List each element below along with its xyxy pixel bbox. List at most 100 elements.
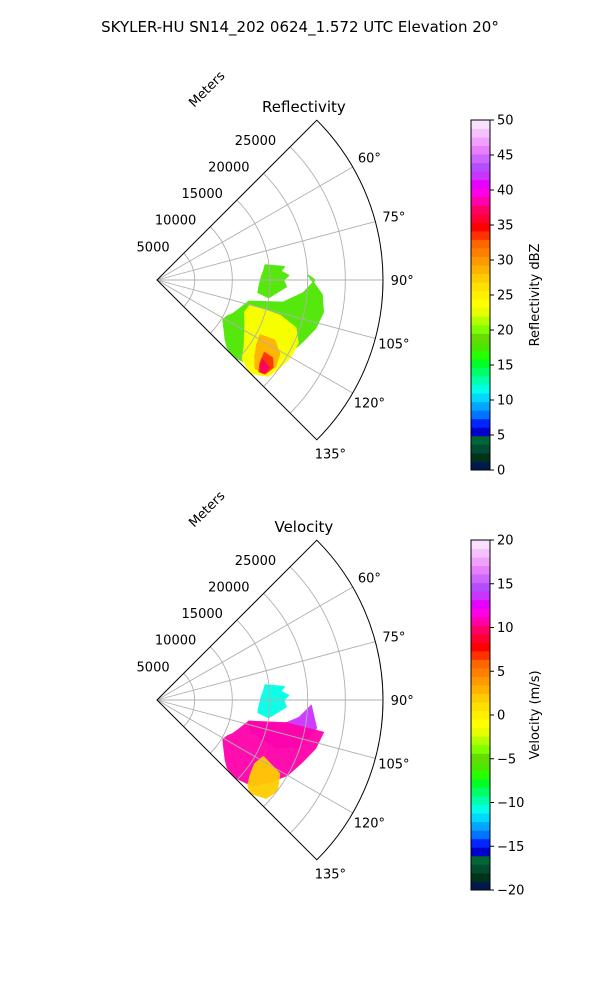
colorbar-swatch bbox=[471, 625, 490, 635]
azimuth-tick-label: 75° bbox=[382, 211, 405, 226]
colorbar-swatch bbox=[471, 710, 490, 720]
azimuth-gridline bbox=[156, 166, 353, 281]
colorbar-tick-label: 25 bbox=[497, 289, 514, 304]
colorbar-swatch bbox=[471, 341, 490, 351]
colorbar-swatch bbox=[471, 128, 490, 138]
colorbar-tick-label: −5 bbox=[497, 752, 516, 767]
colorbar-swatch bbox=[471, 668, 490, 677]
echo-layer bbox=[222, 684, 324, 799]
colorbar-tick-label: 15 bbox=[497, 359, 514, 374]
colorbar-swatch bbox=[471, 650, 490, 660]
colorbar-swatch bbox=[471, 299, 490, 309]
colorbar-swatch bbox=[471, 452, 490, 462]
colorbar-swatch bbox=[471, 753, 490, 763]
colorbar-swatch bbox=[471, 744, 490, 754]
colorbar-tick-label: 20 bbox=[497, 534, 514, 549]
colorbar-swatch bbox=[471, 145, 490, 155]
colorbar-label: Reflectivity dBZ bbox=[528, 244, 543, 347]
colorbar: −20 −15 −10 −5 0 5 10 15 20 Velocity (m/s) bbox=[470, 534, 543, 899]
colorbar-swatch bbox=[471, 685, 490, 695]
sector-outline bbox=[156, 119, 384, 441]
colorbar-swatch bbox=[471, 599, 490, 609]
colorbar-swatch bbox=[471, 821, 490, 831]
colorbar-swatch bbox=[471, 179, 490, 189]
colorbar-swatch bbox=[471, 582, 490, 592]
colorbar-swatch bbox=[471, 162, 490, 172]
azimuth-gridline bbox=[156, 221, 376, 281]
colorbar-swatch bbox=[471, 435, 490, 445]
colorbar-tick-label: 5 bbox=[497, 429, 505, 444]
colorbar-tick-label: 15 bbox=[497, 577, 514, 592]
colorbar-swatch bbox=[471, 616, 490, 626]
colorbar-swatch bbox=[471, 727, 490, 737]
colorbar-swatch bbox=[471, 256, 490, 266]
range-tick-label: 5000 bbox=[137, 660, 170, 675]
colorbar-swatch bbox=[471, 548, 490, 558]
range-tick-label: 10000 bbox=[155, 214, 196, 229]
range-axis-label: Meters bbox=[186, 69, 228, 111]
colorbar-tick-label: 0 bbox=[497, 709, 505, 724]
colorbar-label: Velocity (m/s) bbox=[528, 670, 543, 759]
colorbar-swatch bbox=[471, 359, 490, 368]
colorbar-swatch bbox=[471, 574, 490, 584]
colorbar-swatch bbox=[471, 813, 490, 823]
colorbar-swatch bbox=[471, 804, 490, 814]
azimuth-tick-label: 90° bbox=[391, 694, 414, 709]
colorbar-swatch bbox=[471, 137, 490, 147]
colorbar-swatch bbox=[471, 120, 490, 129]
range-tick-label: 15000 bbox=[182, 607, 223, 622]
colorbar-swatch bbox=[471, 282, 490, 292]
colorbar-swatch bbox=[471, 693, 490, 703]
colorbar-swatch bbox=[471, 384, 490, 394]
azimuth-tick-label: 105° bbox=[378, 757, 409, 772]
colorbar-swatch bbox=[471, 273, 490, 283]
colorbar-tick-label: 5 bbox=[497, 665, 505, 680]
colorbar-swatch bbox=[471, 633, 490, 643]
echo-region bbox=[222, 720, 324, 787]
azimuth-gridline bbox=[156, 279, 353, 394]
colorbar-swatch bbox=[471, 796, 490, 806]
colorbar-swatch bbox=[471, 872, 490, 882]
colorbar-swatch bbox=[471, 565, 490, 575]
colorbar-swatch bbox=[471, 540, 490, 549]
colorbar-swatch bbox=[471, 188, 490, 198]
colorbar-tick-label: 40 bbox=[497, 184, 514, 199]
reflectivity-panel: Reflectivity60°75°90°105°120°135°5000100… bbox=[137, 69, 543, 479]
colorbar-swatch bbox=[471, 196, 490, 206]
colorbar-swatch bbox=[471, 427, 490, 437]
colorbar-swatch bbox=[471, 642, 490, 652]
colorbar: 0 5 10 15 20 25 30 35 40 45 50 Reflectivity dBZ bbox=[470, 114, 543, 479]
azimuth-tick-label: 135° bbox=[315, 867, 346, 882]
colorbar-swatch bbox=[471, 230, 490, 240]
colorbar-swatch bbox=[471, 557, 490, 567]
colorbar-tick-label: 10 bbox=[497, 394, 514, 409]
colorbar-tick-label: 20 bbox=[497, 324, 514, 339]
echo-layer bbox=[222, 264, 324, 377]
colorbar-tick-label: −20 bbox=[497, 884, 524, 899]
colorbar-tick-label: 35 bbox=[497, 219, 514, 234]
range-tick-label: 25000 bbox=[235, 554, 276, 569]
colorbar-swatch bbox=[471, 248, 490, 257]
azimuth-gridline bbox=[156, 641, 376, 701]
colorbar-swatch bbox=[471, 410, 490, 420]
colorbar-swatch bbox=[471, 307, 490, 317]
colorbar-tick-label: 10 bbox=[497, 621, 514, 636]
panel-title: Velocity bbox=[274, 518, 333, 536]
azimuth-gridline bbox=[156, 699, 376, 759]
colorbar-swatch bbox=[471, 239, 490, 249]
colorbar-swatch bbox=[471, 779, 490, 788]
azimuth-gridline bbox=[156, 586, 353, 701]
figure-title: SKYLER-HU SN14_202 0624_1.572 UTC Elevat… bbox=[101, 18, 499, 37]
azimuth-gridline bbox=[156, 279, 376, 339]
colorbar-swatch bbox=[471, 461, 490, 471]
colorbar-swatch bbox=[471, 838, 490, 848]
colorbar-swatch bbox=[471, 213, 490, 223]
panel-title: Reflectivity bbox=[262, 98, 346, 116]
echo-region bbox=[257, 684, 290, 719]
range-tick-label: 10000 bbox=[155, 634, 196, 649]
range-axis-label: Meters bbox=[186, 489, 228, 531]
colorbar-swatch bbox=[471, 418, 490, 428]
colorbar-swatch bbox=[471, 316, 490, 326]
range-tick-label: 20000 bbox=[208, 160, 249, 175]
colorbar-swatch bbox=[471, 855, 490, 865]
